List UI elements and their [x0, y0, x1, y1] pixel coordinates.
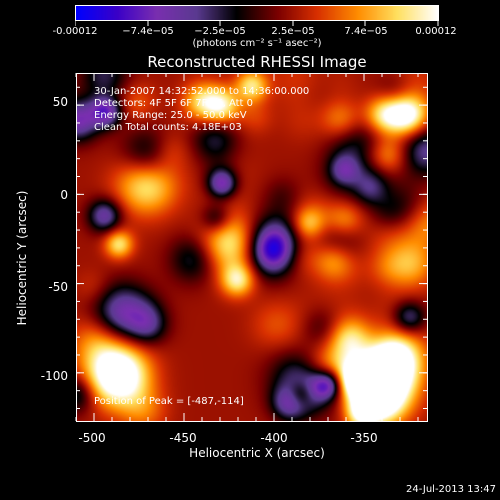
plot-title: Reconstructed RHESSI Image [147, 53, 367, 71]
detectors-text: Detectors: 4F 5F 6F 7F 8F, Att 0 [94, 98, 254, 109]
peak-position-text: Position of Peak = [-487,-114] [94, 396, 244, 407]
colorbar-label-3: −2.5e−05 [194, 26, 246, 37]
plot-area [76, 73, 428, 422]
colorbar-label-max: 0.00012 [415, 26, 457, 37]
ytick-label: 50 [52, 95, 68, 109]
heatmap-image [77, 74, 427, 421]
colorbar-label-5: 7.4e−05 [344, 26, 388, 37]
colorbar-label-2: −7.4e−05 [122, 26, 174, 37]
ytick-label: -100 [40, 369, 68, 383]
time-range-text: 30-Jan-2007 14:32:52.000 to 14:36:00.000 [94, 86, 310, 97]
x-axis-label: Heliocentric X (arcsec) [189, 446, 325, 460]
xtick-label: -350 [350, 431, 378, 445]
ytick-label: 0 [60, 188, 68, 202]
datestamp: 24-Jul-2013 13:47 [405, 484, 496, 495]
xtick-label: -450 [169, 431, 197, 445]
colorbar [75, 5, 439, 21]
y-axis-label: Heliocentric Y (arcsec) [15, 190, 29, 326]
energy-range-text: Energy Range: 25.0 - 50.0 keV [94, 110, 247, 121]
colorbar-ticks [75, 21, 439, 26]
colorbar-units: (photons cm⁻² s⁻¹ asec⁻²) [192, 38, 322, 49]
xtick-label: -500 [78, 431, 106, 445]
colorbar-label-4: 2.5e−05 [271, 26, 315, 37]
xtick-label: -400 [260, 431, 288, 445]
clean-info-text: Clean Total counts: 4.18E+03 [94, 122, 242, 133]
ytick-label: -50 [48, 280, 68, 294]
colorbar-label-min: -0.00012 [52, 26, 98, 37]
